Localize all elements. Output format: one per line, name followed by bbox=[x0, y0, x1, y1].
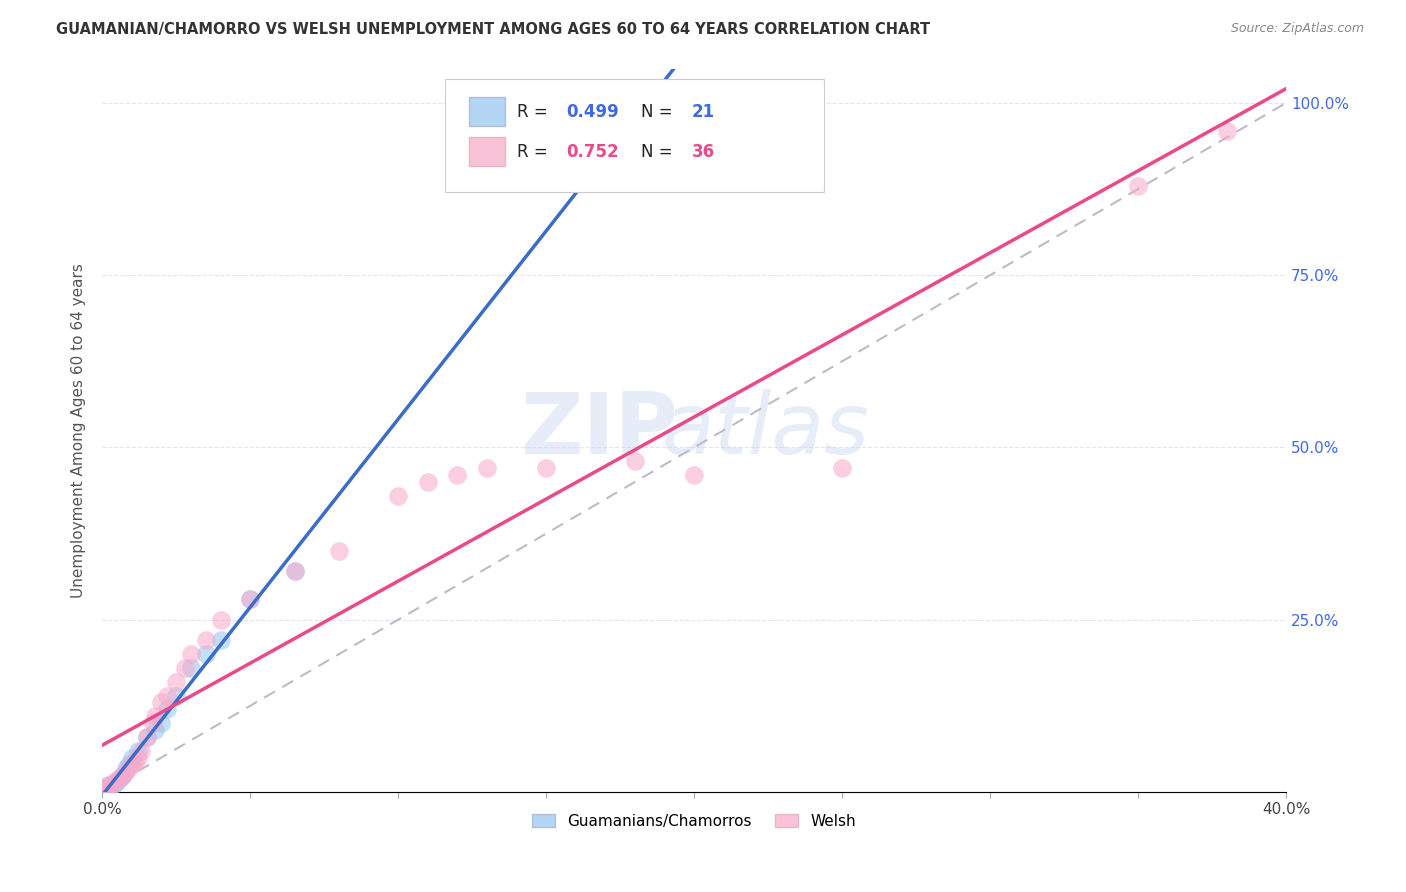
Point bbox=[239, 592, 262, 607]
Point bbox=[145, 709, 167, 723]
Point bbox=[328, 544, 350, 558]
Text: 0.752: 0.752 bbox=[567, 143, 619, 161]
Point bbox=[94, 781, 117, 796]
Point bbox=[194, 633, 217, 648]
Point bbox=[127, 750, 149, 764]
Point bbox=[239, 592, 262, 607]
Point bbox=[534, 461, 557, 475]
Text: R =: R = bbox=[516, 143, 553, 161]
Point bbox=[108, 771, 131, 785]
Point bbox=[103, 777, 125, 791]
Text: GUAMANIAN/CHAMORRO VS WELSH UNEMPLOYMENT AMONG AGES 60 TO 64 YEARS CORRELATION C: GUAMANIAN/CHAMORRO VS WELSH UNEMPLOYMENT… bbox=[56, 22, 931, 37]
Point bbox=[165, 674, 187, 689]
Point bbox=[129, 744, 152, 758]
Point bbox=[156, 689, 179, 703]
Point bbox=[97, 778, 120, 792]
Point bbox=[100, 780, 122, 794]
Point bbox=[100, 778, 122, 792]
Text: 21: 21 bbox=[692, 103, 714, 121]
Point bbox=[135, 730, 157, 744]
Point bbox=[1216, 123, 1239, 137]
Point bbox=[209, 633, 232, 648]
Point bbox=[115, 761, 138, 775]
Point bbox=[121, 750, 143, 764]
Point bbox=[174, 661, 197, 675]
Point bbox=[180, 661, 202, 675]
Point bbox=[94, 781, 117, 796]
Point bbox=[121, 757, 143, 772]
Point bbox=[111, 768, 134, 782]
Point bbox=[150, 716, 173, 731]
Point bbox=[387, 489, 409, 503]
Point bbox=[105, 774, 128, 789]
Point bbox=[118, 761, 141, 775]
Point bbox=[156, 702, 179, 716]
Text: R =: R = bbox=[516, 103, 553, 121]
Y-axis label: Unemployment Among Ages 60 to 64 years: Unemployment Among Ages 60 to 64 years bbox=[72, 263, 86, 598]
Text: N =: N = bbox=[641, 103, 678, 121]
Point bbox=[118, 757, 141, 772]
Point bbox=[194, 647, 217, 661]
Text: N =: N = bbox=[641, 143, 678, 161]
Point bbox=[108, 771, 131, 785]
Point bbox=[284, 565, 307, 579]
Point bbox=[624, 454, 647, 468]
Text: Source: ZipAtlas.com: Source: ZipAtlas.com bbox=[1230, 22, 1364, 36]
Point bbox=[1126, 178, 1149, 193]
FancyBboxPatch shape bbox=[446, 79, 824, 192]
Point bbox=[209, 613, 232, 627]
Point bbox=[97, 780, 120, 794]
Point bbox=[145, 723, 167, 737]
Point bbox=[683, 468, 706, 483]
Text: 0.499: 0.499 bbox=[567, 103, 619, 121]
Point bbox=[141, 716, 163, 731]
FancyBboxPatch shape bbox=[470, 97, 505, 127]
Point bbox=[180, 647, 202, 661]
Point bbox=[115, 764, 138, 779]
Point bbox=[135, 730, 157, 744]
Point bbox=[127, 744, 149, 758]
Point bbox=[475, 461, 498, 475]
FancyBboxPatch shape bbox=[470, 137, 505, 166]
Point bbox=[124, 754, 146, 768]
Point bbox=[284, 565, 307, 579]
Point bbox=[105, 772, 128, 787]
Point bbox=[103, 774, 125, 789]
Text: ZIP: ZIP bbox=[520, 389, 678, 472]
Point bbox=[150, 695, 173, 709]
Point bbox=[416, 475, 439, 489]
Point bbox=[446, 468, 468, 483]
Point bbox=[165, 689, 187, 703]
Point bbox=[111, 768, 134, 782]
Point bbox=[831, 461, 853, 475]
Legend: Guamanians/Chamorros, Welsh: Guamanians/Chamorros, Welsh bbox=[526, 807, 862, 835]
Text: 36: 36 bbox=[692, 143, 714, 161]
Text: atlas: atlas bbox=[661, 389, 869, 472]
